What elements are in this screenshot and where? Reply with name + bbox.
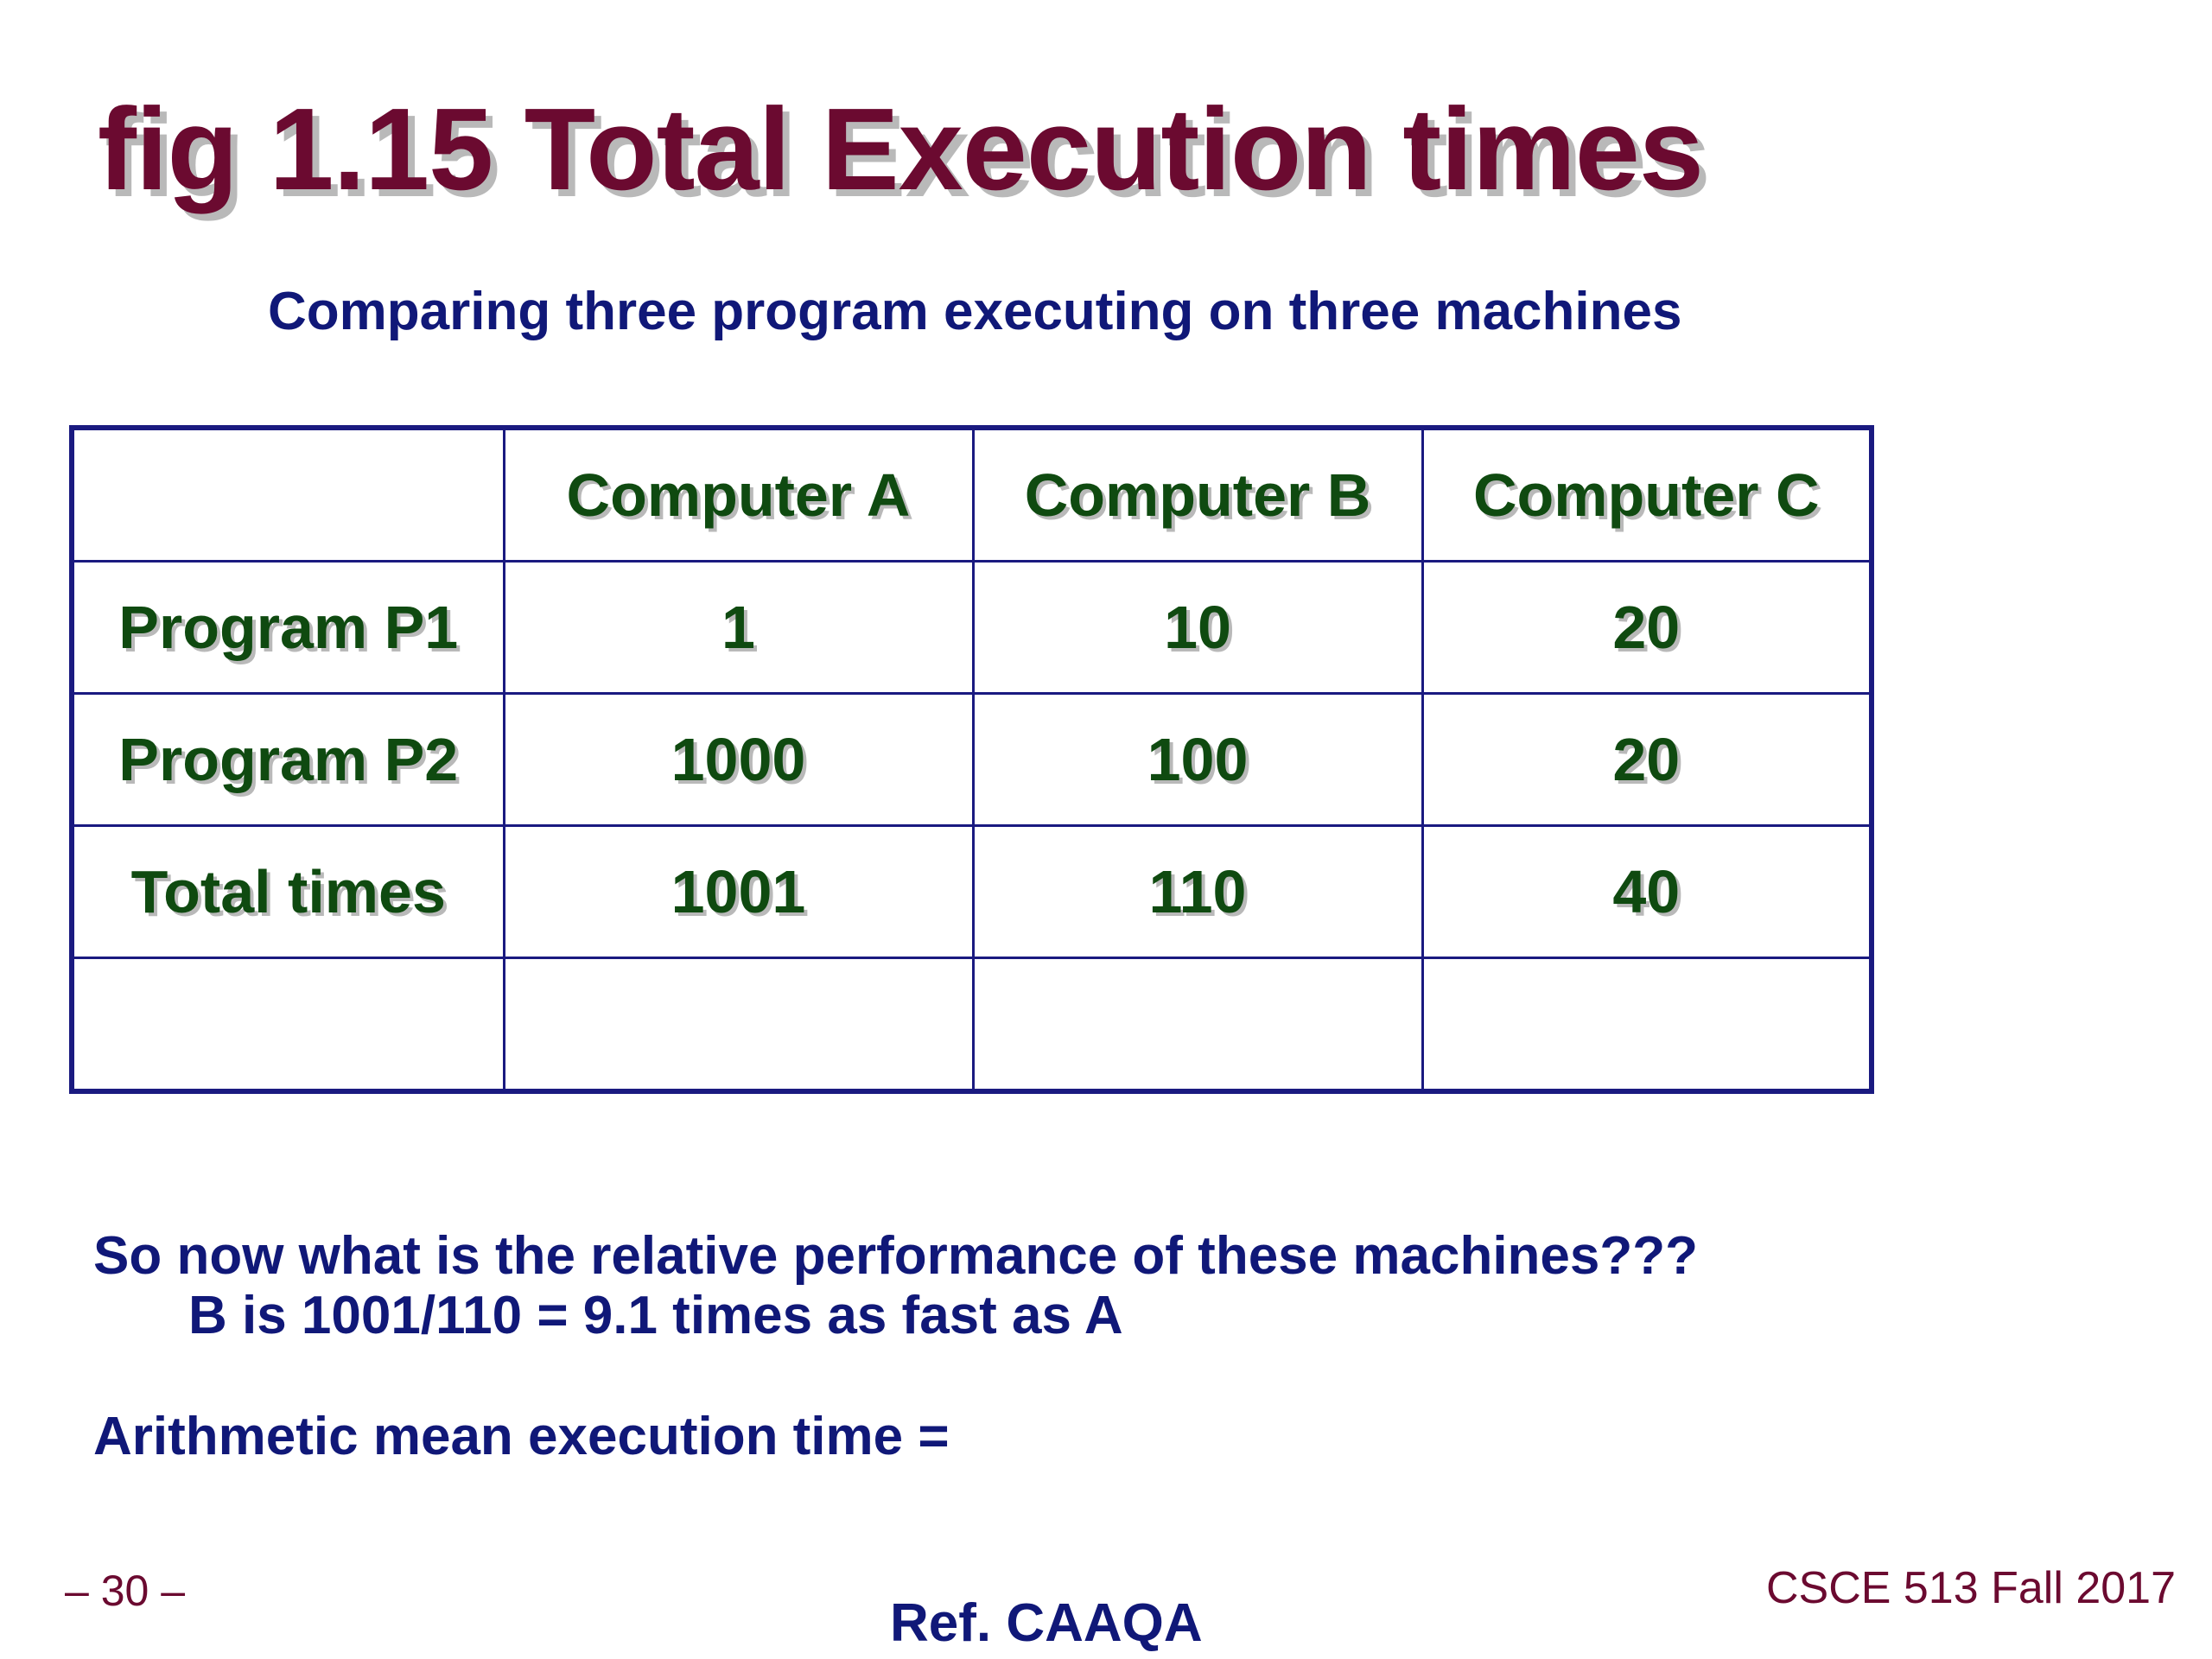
table-cell: 100 — [971, 692, 1424, 827]
table-row-program-p1: Program P1 1 10 20 — [70, 560, 1873, 695]
reference-text: Ref. CAAQA — [890, 1593, 1203, 1653]
table-cell: 20 — [1421, 692, 1873, 827]
table-cell: 40 — [1421, 824, 1873, 959]
header-cell-computer-c: Computer C — [1421, 426, 1873, 563]
page-number: – 30 – — [65, 1567, 186, 1615]
answer-text: B is 1001/110 = 9.1 times as fast as A — [188, 1286, 1123, 1345]
table-cell — [70, 957, 505, 1093]
header-cell-computer-b: Computer B — [971, 426, 1424, 563]
execution-times-table: Computer A Computer B Computer C Program… — [69, 425, 1874, 1094]
row-label: Program P2 — [70, 692, 505, 827]
slide-title: fig 1.15 Total Execution times — [98, 84, 1704, 214]
table-cell: 20 — [1421, 560, 1873, 695]
table-cell: 1 — [502, 560, 975, 695]
table-cell: 1001 — [502, 824, 975, 959]
table-cell — [1421, 957, 1873, 1093]
table-cell: 1000 — [502, 692, 975, 827]
row-label: Program P1 — [70, 560, 505, 695]
row-label: Total times — [70, 824, 505, 959]
table-cell: 10 — [971, 560, 1424, 695]
table-cell — [971, 957, 1424, 1093]
table-cell — [502, 957, 975, 1093]
header-cell-empty — [70, 426, 505, 563]
header-cell-computer-a: Computer A — [502, 426, 975, 563]
table-row-program-p2: Program P2 1000 100 20 — [70, 692, 1873, 827]
table-row-total-times: Total times 1001 110 40 — [70, 824, 1873, 959]
question-text: So now what is the relative performance … — [93, 1226, 1699, 1286]
arithmetic-mean-text: Arithmetic mean execution time = — [93, 1407, 950, 1466]
course-label: CSCE 513 Fall 2017 — [1765, 1563, 2176, 1613]
table-header-row: Computer A Computer B Computer C — [70, 426, 1873, 563]
table-row-empty — [70, 957, 1873, 1093]
slide-subtitle: Comparing three program executing on thr… — [268, 282, 1682, 341]
table-cell: 110 — [971, 824, 1424, 959]
